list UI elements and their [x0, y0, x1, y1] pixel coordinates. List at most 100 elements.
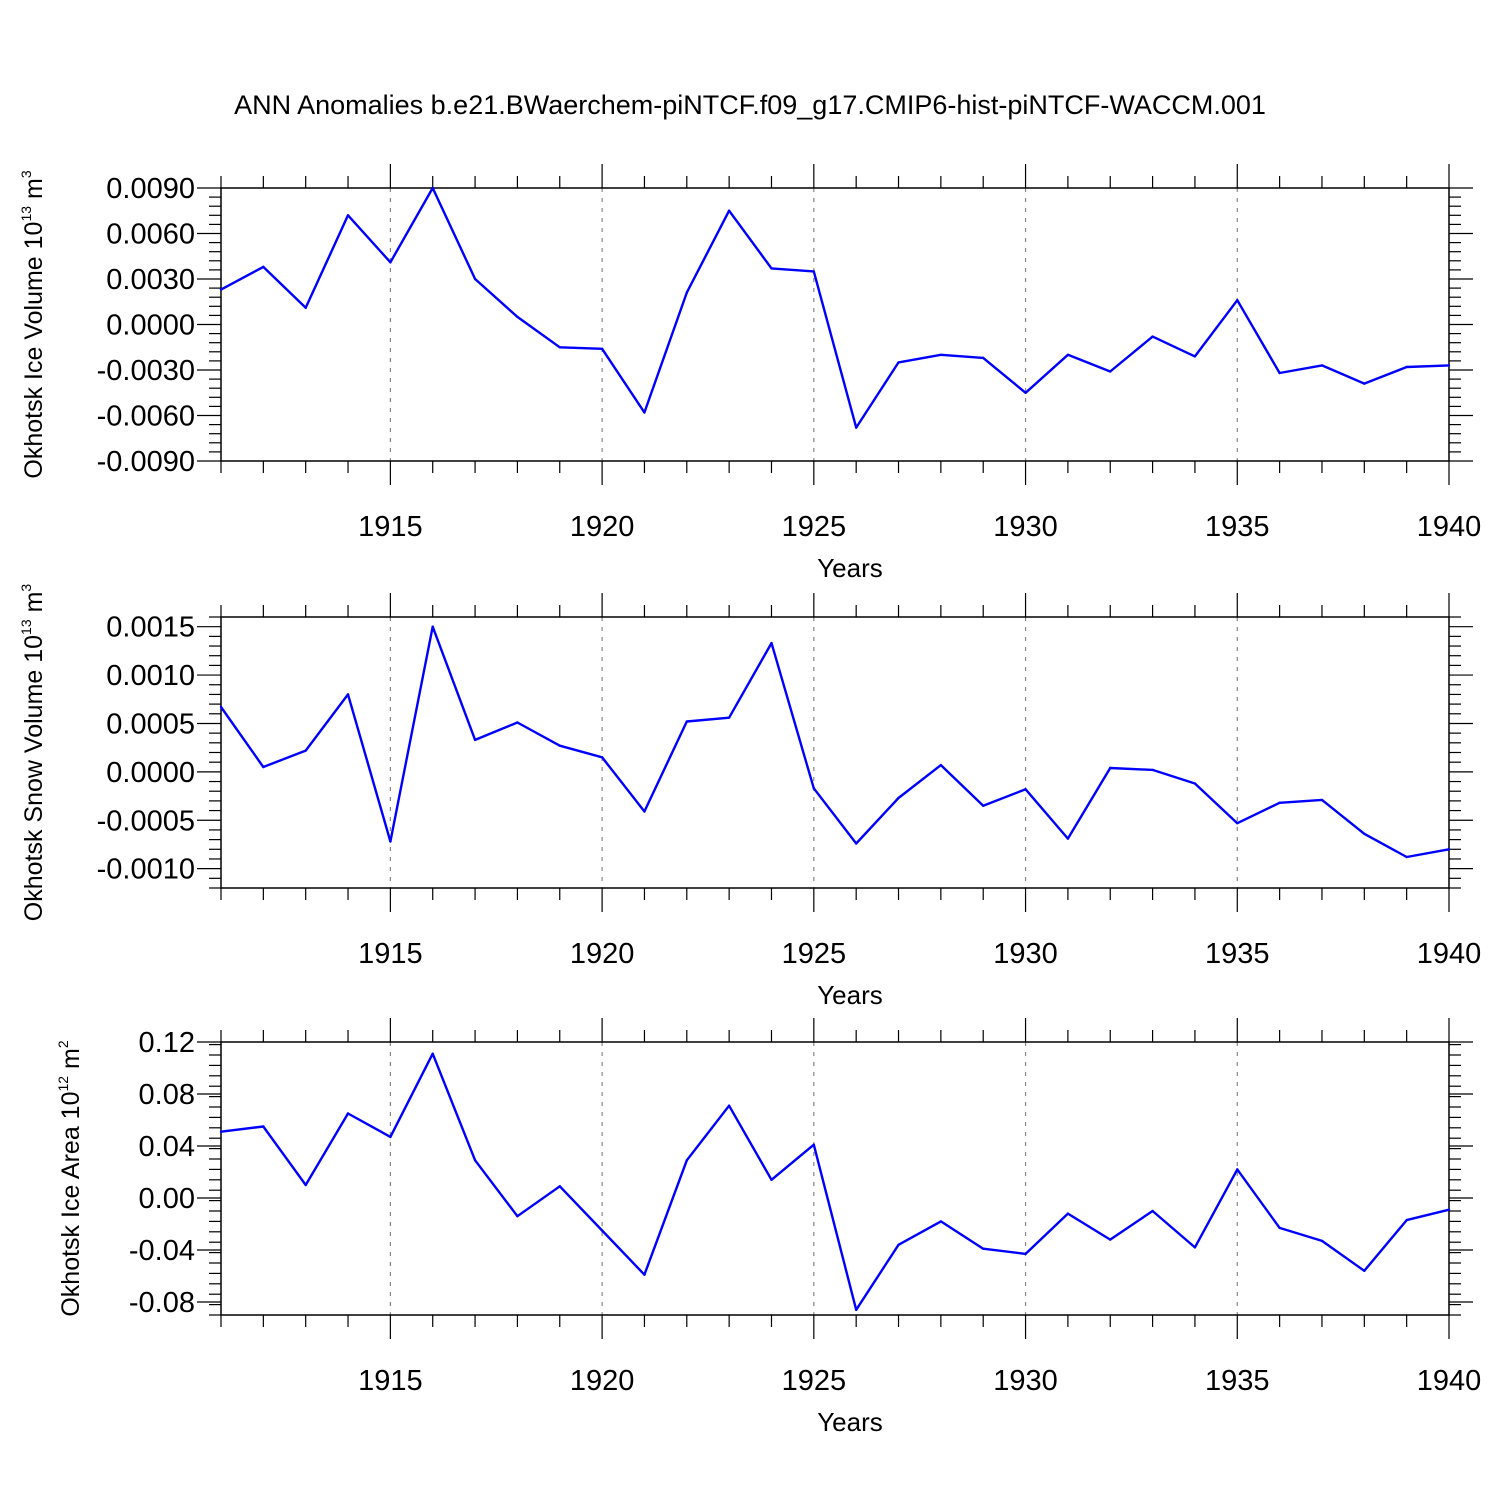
data-point [1278, 371, 1281, 375]
y-tick-label: 0.0015 [106, 612, 195, 644]
plot-frame [220, 616, 1450, 889]
data-point [1236, 821, 1239, 825]
data-point [812, 787, 816, 790]
data-point [854, 426, 858, 429]
y-tick-label: 0.08 [139, 1079, 195, 1111]
data-point [685, 720, 688, 723]
data-point [770, 641, 773, 645]
data-point [812, 270, 816, 273]
panel-ice-volume: 1915 1920 1925 1930 1935 1940 -0.0090 -0.0060 -0… [18, 164, 1481, 583]
data-point [1405, 1218, 1408, 1222]
y-tick-label: 0.04 [139, 1131, 195, 1163]
data-point [600, 1229, 604, 1232]
data-point [854, 1308, 858, 1312]
data-point [304, 306, 307, 310]
data-point [558, 1185, 561, 1188]
data-point [389, 840, 392, 843]
data-point [1278, 1226, 1281, 1230]
data-point [1320, 364, 1324, 367]
data-point [643, 1273, 646, 1276]
y-tick-label: -0.0090 [97, 446, 195, 478]
data-point [1109, 1238, 1112, 1241]
y-axis-label: Okhotsk Ice Area 1012 m2 [55, 1040, 85, 1316]
x-tick-label: 1940 [1417, 511, 1482, 543]
x-tick-label: 1915 [358, 938, 423, 970]
data-point [982, 1247, 985, 1250]
data-point [516, 1215, 519, 1218]
y-tick-label: 0.0060 [106, 219, 195, 251]
data-point [727, 209, 731, 212]
data-point [1278, 801, 1281, 805]
data-point [939, 763, 943, 767]
data-point [473, 1159, 477, 1162]
figure-title: ANN Anomalies b.e21.BWaerchem-piNTCF.f09… [234, 90, 1266, 120]
data-point [1193, 355, 1197, 358]
data-point [982, 356, 985, 360]
data-point [431, 186, 434, 190]
data-point [431, 1052, 434, 1055]
data-point [939, 353, 943, 357]
y-tick-label: -0.08 [129, 1287, 195, 1319]
x-axis-label: Years [817, 980, 883, 1010]
data-point [1447, 848, 1451, 851]
x-axis-label: Years [817, 1407, 883, 1437]
y-tick-label: 0.0000 [106, 310, 195, 342]
data-point [770, 267, 773, 270]
x-tick-label: 1930 [993, 1365, 1058, 1397]
data-point [1024, 788, 1027, 791]
x-tick-label: 1925 [782, 511, 847, 543]
data-point [558, 346, 561, 349]
data-point [1151, 335, 1154, 338]
data-point [219, 288, 223, 291]
series-line [220, 625, 1450, 859]
data-point [346, 693, 350, 696]
data-point [558, 744, 561, 747]
data-point [473, 738, 477, 742]
data-point [389, 1135, 392, 1139]
data-point [1363, 1269, 1366, 1273]
data-point [262, 765, 265, 769]
data-point [1109, 766, 1112, 770]
y-tick-label: -0.0060 [97, 401, 195, 433]
data-point [982, 804, 985, 807]
data-point [516, 721, 519, 724]
x-tick-label: 1935 [1205, 1365, 1270, 1397]
data-point [516, 315, 519, 319]
data-point [643, 810, 646, 813]
y-tick-label: 0.00 [139, 1183, 195, 1215]
data-point [812, 1143, 816, 1146]
data-point [897, 361, 900, 364]
data-point [1405, 365, 1408, 369]
data-point [1151, 1209, 1154, 1213]
data-point [600, 347, 604, 350]
x-tick-label: 1915 [358, 1365, 423, 1397]
x-tick-label: 1940 [1417, 938, 1482, 970]
data-point [897, 796, 900, 800]
data-point [1066, 353, 1070, 357]
data-point [1447, 1208, 1451, 1211]
data-point [431, 625, 434, 628]
x-tick-label: 1940 [1417, 1365, 1482, 1397]
data-point [1447, 364, 1451, 367]
data-point [1066, 837, 1070, 840]
y-tick-label: 0.0010 [106, 660, 195, 692]
y-tick-label: -0.0030 [97, 355, 195, 387]
data-point [939, 1220, 943, 1223]
x-tick-label: 1920 [570, 1365, 635, 1397]
data-point [389, 261, 392, 264]
data-point [1066, 1212, 1070, 1215]
y-axis-label: Okhotsk Snow Volume 1013 m3 [18, 584, 48, 922]
series-line [220, 1052, 1450, 1312]
data-point [1193, 1246, 1197, 1249]
y-tick-label: 0.0090 [106, 173, 195, 205]
y-tick-label: 0.0030 [106, 264, 195, 296]
y-tick-label: -0.0010 [97, 854, 195, 886]
plot-frame [220, 187, 1450, 462]
data-point [219, 705, 223, 709]
data-point [1320, 798, 1324, 802]
data-point [1236, 1168, 1239, 1171]
data-point [727, 716, 731, 719]
plot-frame [220, 1041, 1450, 1316]
x-tick-label: 1915 [358, 511, 423, 543]
